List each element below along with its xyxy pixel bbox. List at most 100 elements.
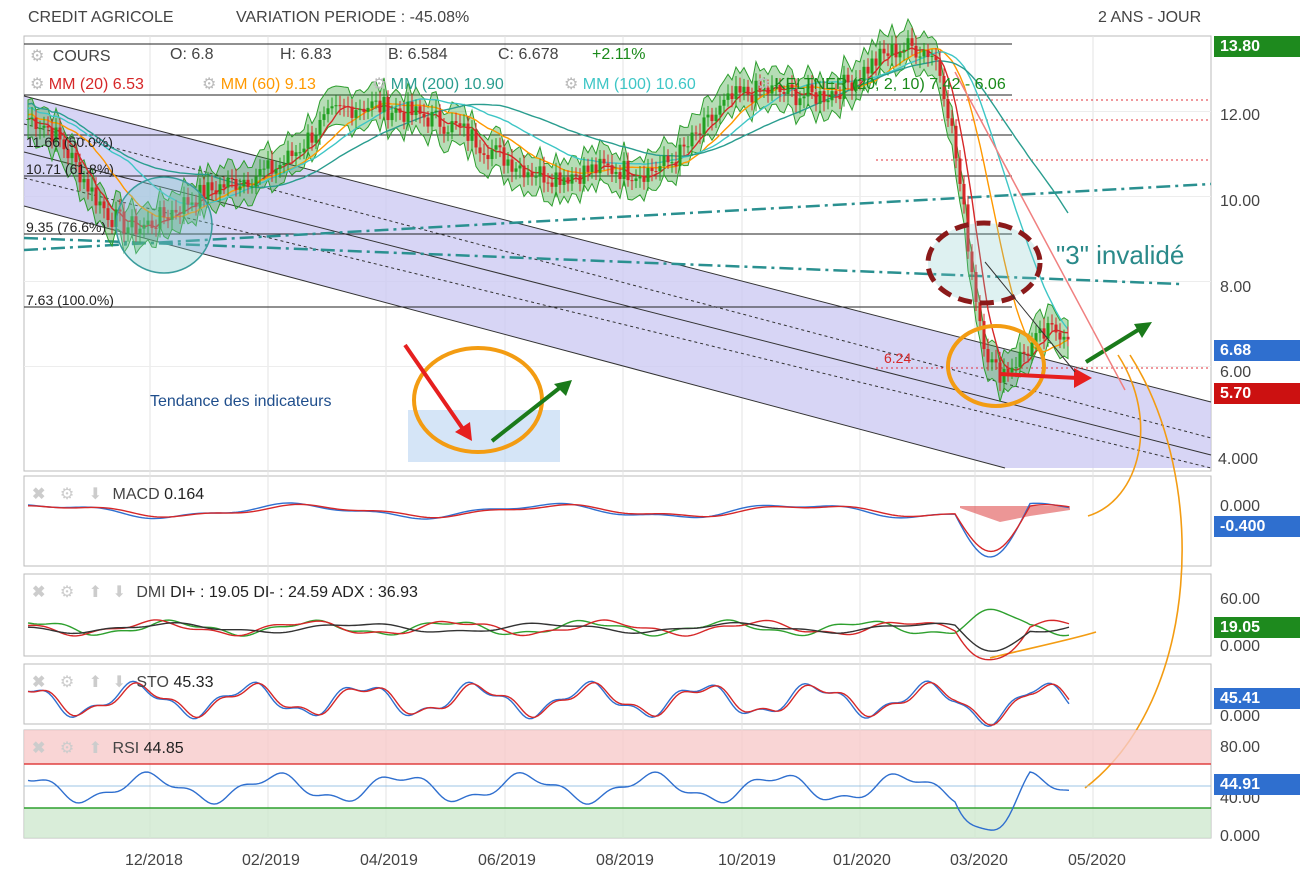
candle-body [858,79,862,82]
candle-body [410,101,414,116]
candle-body [362,108,366,112]
gear-icon[interactable]: ⚙ [564,76,579,93]
candle-body [426,117,430,127]
gear-icon[interactable]: ⚙ [202,76,217,93]
candle-body [718,105,722,115]
candle-body [502,147,506,166]
gear-icon[interactable]: ⚙ [372,76,387,93]
candle-body [914,45,918,58]
arrow-down-icon[interactable]: ⬇ [112,674,126,691]
close-icon[interactable]: ✖ [32,740,46,757]
candle-body [978,301,982,322]
candle-body [1058,332,1062,340]
candle-body [298,152,302,154]
candle-body [854,79,858,91]
candle-body [734,86,738,100]
gear-icon[interactable]: ⚙ [59,486,75,503]
close-icon[interactable]: ✖ [32,674,46,691]
candle-body [518,165,522,169]
channel-bottom [23,205,1006,469]
fibo-label-50: 11.66 (50.0%) [26,134,113,150]
candle-body [630,180,634,182]
candle-body [498,145,502,148]
candle-body [698,133,702,135]
candle-body [522,165,526,178]
candle-body [214,190,218,195]
candle-body [382,96,386,113]
fibo-label-61: 10.71 (61.8%) [26,161,114,177]
gear-icon[interactable]: ⚙ [59,674,75,691]
candle-body [186,197,190,205]
price-tick-10: 10.00 [1220,193,1261,210]
time-tick: 10/2019 [718,852,776,869]
candle-body [606,163,610,166]
rsi-value: 44.85 [143,740,184,757]
arrow-up-icon[interactable]: ⬆ [88,740,103,757]
price-badge-low: 5.70 [1214,383,1300,404]
price-tick-4: 4.000 [1218,451,1259,468]
candle-body [994,359,998,363]
candle-body [354,110,358,118]
variation-periode: VARIATION PERIODE : -45.08% [236,9,470,26]
candle-body [198,184,202,207]
red-arrow-right-head [1074,368,1092,388]
gear-icon[interactable]: ⚙ [59,740,75,757]
gear-icon[interactable]: ⚙ [30,76,45,93]
candle-body [126,227,130,234]
candle-body [870,58,874,74]
candle-body [230,177,234,180]
candle-body [318,119,322,136]
candle-body [26,118,30,120]
candle-body [138,228,142,235]
candle-body [862,66,866,82]
arrow-down-icon[interactable]: ⬇ [88,486,103,503]
time-tick: 05/2020 [1068,852,1126,869]
gear-icon[interactable]: ⚙ [59,584,75,601]
close-icon[interactable]: ✖ [32,486,46,503]
ma20-label: MM (20) 6.53 [48,76,144,93]
candle-body [450,121,454,133]
candle-body [954,125,958,159]
rsi-badge: 44.91 [1214,774,1300,795]
candle-body [302,148,306,153]
candle-body [286,150,290,164]
candle-body [850,82,854,91]
candle-body [322,114,326,120]
channel-fill [24,96,1211,468]
candle-body [674,162,678,167]
gear-icon[interactable]: ⚙ [756,76,771,93]
time-tick: 03/2020 [950,852,1008,869]
fibonacci-levels [23,43,1212,369]
keltner-band [27,17,1069,402]
green-arrow-head [554,380,572,396]
keltner-label: KELTNER (20, 2, 10) 7.42 - 6.06 [774,76,1006,93]
candle-body [886,53,890,56]
candle-body [326,108,330,115]
arrow-up-icon[interactable]: ⬆ [88,584,103,601]
candle-body [290,150,294,156]
ohlc-legend: ⚙ COURS [30,46,111,66]
candle-body [614,172,618,174]
gear-icon[interactable]: ⚙ [30,48,45,65]
candle-body [1050,323,1054,325]
candle-body [334,105,338,107]
candle-body [390,112,394,121]
candle-body [374,100,378,102]
candle-body [258,169,262,177]
sto-badge: 45.41 [1214,688,1300,709]
arrow-up-icon[interactable]: ⬆ [88,674,103,691]
arrow-down-icon[interactable]: ⬇ [112,584,126,601]
candle-body [762,87,766,91]
time-tick: 08/2019 [596,852,654,869]
rsi-tick-80: 80.00 [1220,739,1261,756]
candle-body [46,125,50,128]
candle-body [154,227,158,229]
candle-body [618,172,622,180]
fibo-label-76: 9.35 (76.6%) [26,219,107,235]
candle-body [846,74,850,83]
candle-body [626,160,630,181]
candle-body [494,145,498,150]
period-selector[interactable]: 2 ANS - JOUR [1098,9,1202,26]
rsi-header: ✖ ⚙ ⬆ RSI 44.85 [32,738,184,758]
close-icon[interactable]: ✖ [32,584,46,601]
